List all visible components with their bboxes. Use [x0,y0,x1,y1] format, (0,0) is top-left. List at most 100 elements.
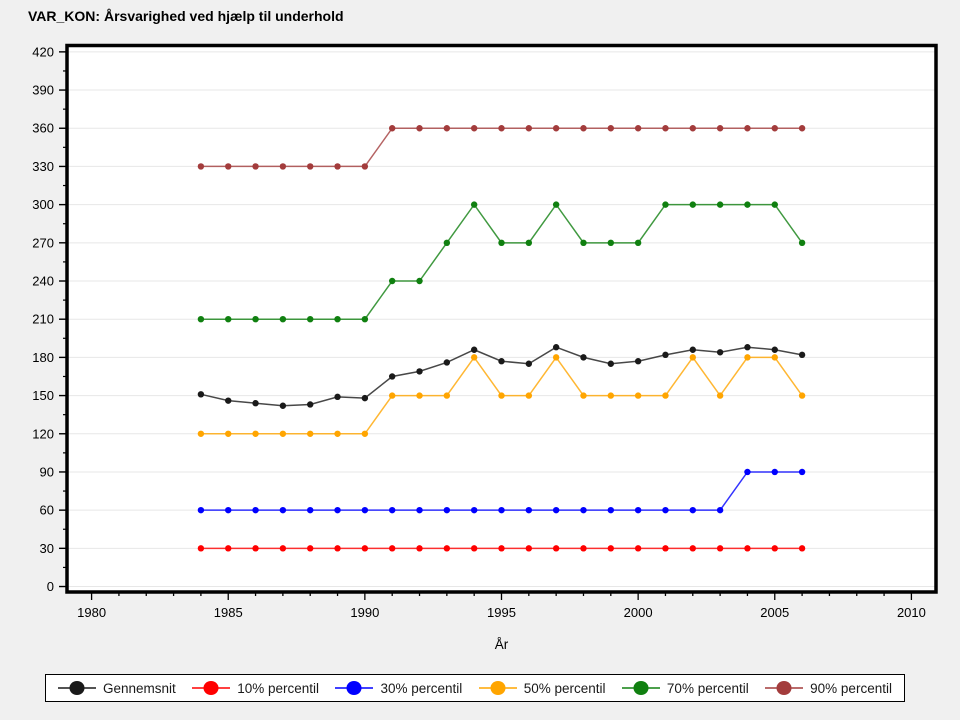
data-point-30-percentil [307,506,314,514]
y-tick-label: 90 [40,464,54,479]
data-point-90-percentil [197,163,205,170]
data-point-70-percentil [225,315,232,323]
data-point-90-percentil [580,125,587,132]
data-point-50-percentil [334,430,341,437]
data-point-70-percentil [197,315,205,323]
data-point-10-percentil [388,545,396,552]
data-point-gennemsnit [307,401,314,408]
data-point-70-percentil [798,239,806,247]
data-point-10-percentil [197,545,205,552]
data-point-70-percentil [279,315,287,323]
data-point-70-percentil [361,315,369,323]
y-tick-label: 210 [32,312,54,327]
data-point-70-percentil [307,315,314,323]
data-point-90-percentil [388,125,396,132]
data-point-30-percentil [798,468,806,476]
data-point-90-percentil [552,125,560,132]
data-point-70-percentil [580,239,587,247]
data-point-90-percentil [634,125,642,132]
data-point-50-percentil [498,392,505,399]
data-point-gennemsnit [689,346,696,353]
x-tick-label: 2010 [897,605,926,620]
data-point-50-percentil [252,430,259,437]
data-point-gennemsnit [498,358,505,365]
data-point-90-percentil [662,125,669,132]
data-point-10-percentil [443,545,451,552]
data-point-50-percentil [634,392,642,399]
legend-item: 70% percentil [621,680,749,696]
data-point-70-percentil [607,239,615,247]
y-tick-label: 240 [32,274,54,289]
data-point-70-percentil [443,239,451,247]
y-tick-label: 150 [32,388,54,403]
data-point-90-percentil [361,163,369,170]
y-tick-label: 0 [47,579,54,594]
data-point-30-percentil [716,506,724,514]
legend-label: 50% percentil [523,680,606,696]
data-point-50-percentil [279,430,287,437]
data-point-10-percentil [307,545,314,552]
data-point-10-percentil [798,545,806,552]
data-point-90-percentil [416,125,423,132]
x-tick-label: 1985 [214,605,243,620]
data-point-30-percentil [689,506,696,514]
data-point-10-percentil [580,545,587,552]
data-point-50-percentil [689,354,696,361]
data-point-gennemsnit [798,351,806,359]
plot-frame [65,43,938,594]
data-point-30-percentil [361,506,369,514]
x-tick-label: 1980 [77,605,106,620]
y-tick-label: 180 [32,350,54,365]
x-tick-label: 1990 [350,605,379,620]
data-point-70-percentil [252,315,259,323]
legend-item: 10% percentil [192,680,319,696]
chart-title: VAR_KON: Årsvarighed ved hjælp til under… [28,8,344,24]
data-point-10-percentil [279,545,287,552]
data-point-50-percentil [388,392,396,399]
data-point-70-percentil [689,201,696,208]
data-point-gennemsnit [361,394,369,402]
data-point-gennemsnit [252,400,259,407]
data-point-90-percentil [689,125,696,132]
data-point-gennemsnit [662,351,669,359]
data-point-70-percentil [525,239,533,247]
data-point-10-percentil [716,545,724,552]
data-point-10-percentil [361,545,369,552]
data-point-30-percentil [525,506,533,514]
x-axis-label: År [494,637,509,652]
data-point-gennemsnit [716,349,724,356]
y-tick-label: 360 [32,121,54,136]
legend-item: 30% percentil [335,680,462,696]
data-point-gennemsnit [470,346,478,353]
legend-label: 90% percentil [810,680,892,696]
data-point-90-percentil [334,163,341,170]
y-tick-label: 330 [32,159,54,174]
data-point-30-percentil [744,468,751,476]
data-point-gennemsnit [634,358,642,365]
data-point-70-percentil [771,201,778,208]
data-point-10-percentil [634,545,642,552]
data-point-90-percentil [252,163,259,170]
data-point-50-percentil [197,430,205,437]
data-point-30-percentil [771,468,778,476]
data-point-50-percentil [798,392,806,399]
legend-item: Gennemsnit [58,680,176,696]
y-tick-label: 120 [32,426,54,441]
data-point-70-percentil [744,201,751,208]
data-point-30-percentil [279,506,287,514]
data-point-10-percentil [498,545,505,552]
data-point-70-percentil [416,277,423,285]
data-point-70-percentil [662,201,669,208]
data-point-10-percentil [470,545,478,552]
data-point-50-percentil [580,392,587,399]
data-point-30-percentil [662,506,669,514]
legend-label: 10% percentil [237,680,320,696]
data-point-10-percentil [662,545,669,552]
data-point-50-percentil [607,392,615,399]
data-point-gennemsnit [552,344,560,351]
data-point-10-percentil [252,545,259,552]
data-point-50-percentil [470,354,478,361]
legend-item: 50% percentil [478,680,606,696]
data-point-50-percentil [662,392,669,399]
data-point-70-percentil [716,201,724,208]
